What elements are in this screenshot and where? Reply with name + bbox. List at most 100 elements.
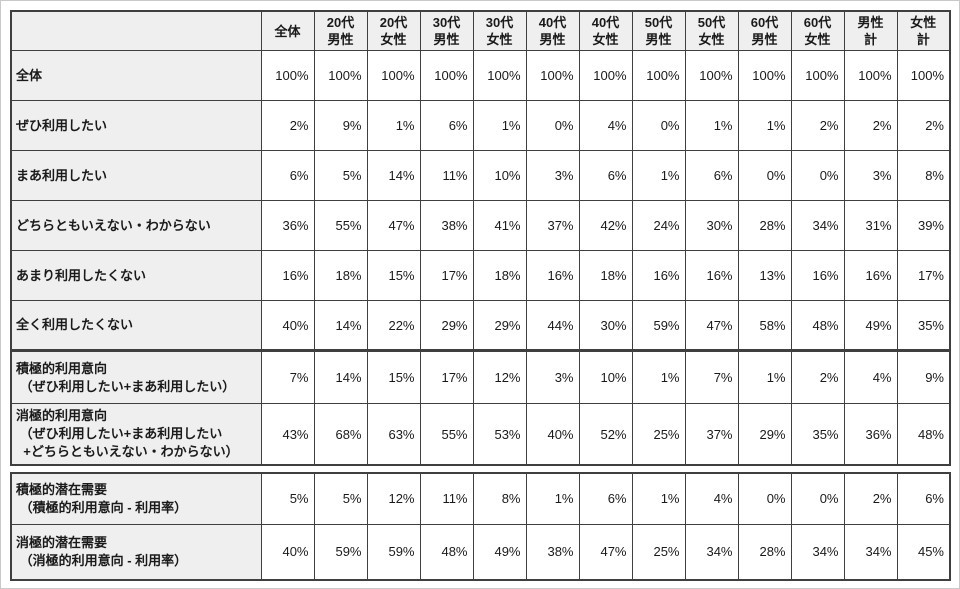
- value-cell: 2%: [790, 100, 845, 151]
- value-cell: 14%: [313, 300, 368, 352]
- value-cell: 100%: [313, 50, 368, 101]
- value-cell: 47%: [366, 200, 421, 251]
- value-cell: 18%: [313, 250, 368, 301]
- column-header: 女性 計: [896, 10, 951, 51]
- value-cell: 53%: [472, 403, 527, 466]
- value-cell: 63%: [366, 403, 421, 466]
- table-row: 消極的潜在需要 （消極的利用意向 - 利用率） 40% 59% 59% 48% 49% 38…: [10, 523, 951, 581]
- row-label: 消極的利用意向 （ぜひ利用したい+まあ利用したい +どちらともいえない・わからな…: [10, 403, 262, 466]
- column-header: 60代 男性: [737, 10, 792, 51]
- value-cell: 0%: [790, 472, 845, 525]
- column-header: 40代 男性: [525, 10, 580, 51]
- value-cell: 100%: [896, 50, 951, 101]
- value-cell: 12%: [472, 350, 527, 404]
- value-cell: 34%: [843, 523, 898, 581]
- value-cell: 14%: [366, 150, 421, 201]
- value-cell: 15%: [366, 250, 421, 301]
- value-cell: 14%: [313, 350, 368, 404]
- table-row: まあ利用したい 6% 5% 14% 11% 10% 3% 6% 1% 6% 0% 0% 3% 8%: [10, 150, 951, 201]
- corner-cell: [10, 10, 262, 51]
- value-cell: 2%: [843, 472, 898, 525]
- value-cell: 37%: [684, 403, 739, 466]
- value-cell: 29%: [419, 300, 474, 352]
- latent-demand-body: 積極的潜在需要 （積極的利用意向 - 利用率） 5% 5% 12% 11% 8% 1% 6% 1…: [10, 472, 951, 581]
- value-cell: 39%: [896, 200, 951, 251]
- table-row: どちらともいえない・わからない 36% 55% 47% 38% 41% 37% 42% 24% 3…: [10, 200, 951, 251]
- value-cell: 1%: [631, 150, 686, 201]
- value-cell: 6%: [684, 150, 739, 201]
- value-cell: 25%: [631, 403, 686, 466]
- value-cell: 6%: [260, 150, 315, 201]
- value-cell: 25%: [631, 523, 686, 581]
- value-cell: 100%: [631, 50, 686, 101]
- value-cell: 4%: [684, 472, 739, 525]
- usage-intention-body: 全体 100% 100% 100% 100% 100% 100% 100% 100% 100% 10…: [10, 50, 951, 466]
- value-cell: 38%: [525, 523, 580, 581]
- value-cell: 8%: [472, 472, 527, 525]
- column-header: 20代 男性: [313, 10, 368, 51]
- value-cell: 3%: [525, 150, 580, 201]
- row-label: 積極的利用意向 （ぜひ利用したい+まあ利用したい）: [10, 350, 262, 404]
- value-cell: 17%: [896, 250, 951, 301]
- value-cell: 47%: [684, 300, 739, 352]
- value-cell: 28%: [737, 523, 792, 581]
- row-label: 消極的潜在需要 （消極的利用意向 - 利用率）: [10, 523, 262, 581]
- value-cell: 16%: [260, 250, 315, 301]
- value-cell: 31%: [843, 200, 898, 251]
- column-header: 20代 女性: [366, 10, 421, 51]
- row-label: 全体: [10, 50, 262, 101]
- value-cell: 59%: [366, 523, 421, 581]
- value-cell: 16%: [684, 250, 739, 301]
- value-cell: 1%: [631, 350, 686, 404]
- value-cell: 4%: [843, 350, 898, 404]
- row-label: あまり利用したくない: [10, 250, 262, 301]
- value-cell: 13%: [737, 250, 792, 301]
- value-cell: 10%: [472, 150, 527, 201]
- value-cell: 24%: [631, 200, 686, 251]
- value-cell: 1%: [631, 472, 686, 525]
- value-cell: 29%: [472, 300, 527, 352]
- value-cell: 16%: [525, 250, 580, 301]
- value-cell: 7%: [260, 350, 315, 404]
- value-cell: 0%: [737, 150, 792, 201]
- table-row: 全体 100% 100% 100% 100% 100% 100% 100% 100% 100% 10…: [10, 50, 951, 101]
- value-cell: 100%: [419, 50, 474, 101]
- value-cell: 1%: [737, 350, 792, 404]
- value-cell: 8%: [896, 150, 951, 201]
- value-cell: 18%: [472, 250, 527, 301]
- value-cell: 100%: [790, 50, 845, 101]
- value-cell: 35%: [790, 403, 845, 466]
- value-cell: 41%: [472, 200, 527, 251]
- row-label: まあ利用したい: [10, 150, 262, 201]
- table-row: 積極的潜在需要 （積極的利用意向 - 利用率） 5% 5% 12% 11% 8% 1% 6% 1…: [10, 472, 951, 525]
- value-cell: 40%: [260, 523, 315, 581]
- table-row: あまり利用したくない 16% 18% 15% 17% 18% 16% 18% 16% 16% 13%…: [10, 250, 951, 301]
- value-cell: 100%: [578, 50, 633, 101]
- value-cell: 49%: [472, 523, 527, 581]
- value-cell: 59%: [313, 523, 368, 581]
- value-cell: 2%: [843, 100, 898, 151]
- value-cell: 100%: [737, 50, 792, 101]
- value-cell: 36%: [260, 200, 315, 251]
- value-cell: 5%: [313, 150, 368, 201]
- value-cell: 10%: [578, 350, 633, 404]
- value-cell: 40%: [525, 403, 580, 466]
- value-cell: 100%: [525, 50, 580, 101]
- value-cell: 2%: [790, 350, 845, 404]
- value-cell: 12%: [366, 472, 421, 525]
- column-header: 男性 計: [843, 10, 898, 51]
- value-cell: 2%: [896, 100, 951, 151]
- value-cell: 100%: [684, 50, 739, 101]
- value-cell: 38%: [419, 200, 474, 251]
- value-cell: 48%: [790, 300, 845, 352]
- value-cell: 30%: [578, 300, 633, 352]
- header-row: 全体 20代 男性 20代 女性 30代 男性 30代 女性 40代 男性 40代 女性 50…: [10, 10, 951, 51]
- value-cell: 11%: [419, 150, 474, 201]
- column-header: 50代 女性: [684, 10, 739, 51]
- value-cell: 55%: [419, 403, 474, 466]
- value-cell: 49%: [843, 300, 898, 352]
- value-cell: 100%: [366, 50, 421, 101]
- value-cell: 5%: [313, 472, 368, 525]
- value-cell: 100%: [843, 50, 898, 101]
